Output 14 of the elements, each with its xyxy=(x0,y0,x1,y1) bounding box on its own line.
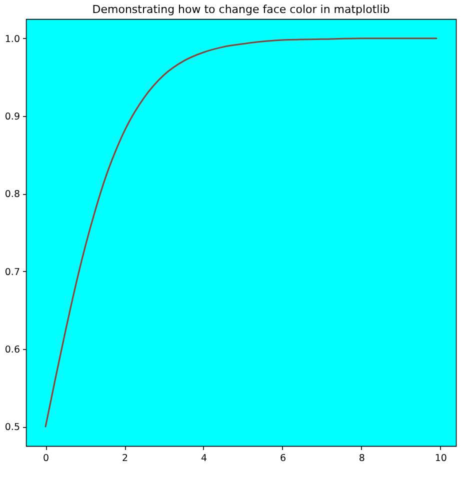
x-tick-label: 4 xyxy=(200,453,208,464)
y-tick-label: 0.5 xyxy=(4,422,20,434)
x-tick-label: 10 xyxy=(434,453,447,464)
x-tick-label: 6 xyxy=(280,453,286,464)
x-tick-label: 2 xyxy=(122,453,128,464)
y-tick-label: 1.0 xyxy=(4,34,20,45)
y-tick-label: 0.7 xyxy=(4,266,20,278)
line-series xyxy=(44,38,438,428)
y-tick-label: 0.6 xyxy=(4,344,20,356)
chart-title: Demonstrating how to change face color in matplotlib xyxy=(92,3,390,16)
x-tick-label: 8 xyxy=(358,453,365,464)
y-tick-label: 0.8 xyxy=(4,189,20,200)
y-tick-label: 0.9 xyxy=(4,112,20,123)
x-tick-label: 0 xyxy=(43,453,50,464)
